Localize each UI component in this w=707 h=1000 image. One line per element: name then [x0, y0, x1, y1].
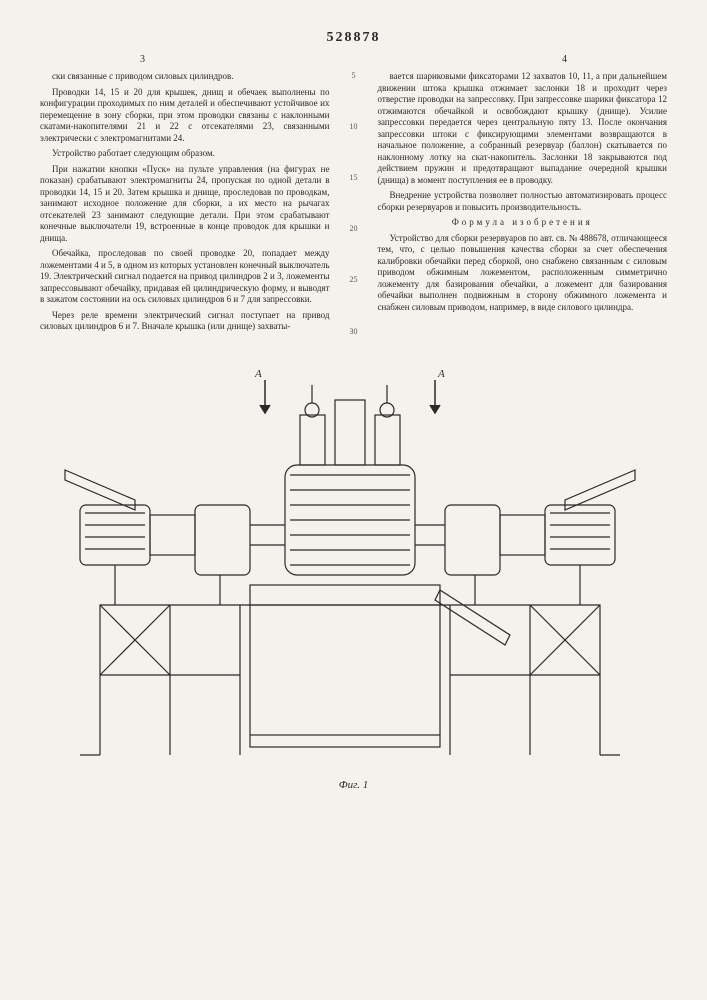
- para: Устройство работает следующим образом.: [40, 148, 330, 160]
- para: Устройство для сборки резервуаров по авт…: [378, 233, 668, 314]
- left-column: ски связанные с приводом силовых цилиндр…: [40, 71, 330, 337]
- para: Внедрение устройства позволяет полностью…: [378, 190, 668, 213]
- figure-label: Фиг. 1: [40, 779, 667, 791]
- para: Через реле времени электрический сигнал …: [40, 310, 330, 333]
- line-num: 15: [348, 173, 360, 183]
- text-columns: ски связанные с приводом силовых цилиндр…: [40, 71, 667, 337]
- line-number-gutter: 5 10 15 20 25 30: [348, 71, 360, 337]
- para: ски связанные с приводом силовых цилиндр…: [40, 71, 330, 83]
- line-num: 10: [348, 122, 360, 132]
- col-num-right: 4: [562, 54, 567, 65]
- para: Обечайка, проследовав по своей проводке …: [40, 248, 330, 306]
- svg-text:A: A: [437, 368, 445, 380]
- mechanical-drawing: A A: [40, 355, 667, 775]
- line-num: 25: [348, 275, 360, 285]
- right-column: вается шариковыми фиксаторами 12 захвато…: [378, 71, 668, 337]
- line-num: 5: [348, 71, 360, 81]
- formula-heading: Формула изобретения: [378, 217, 668, 229]
- patent-number: 528878: [40, 30, 667, 46]
- para: вается шариковыми фиксаторами 12 захвато…: [378, 71, 668, 186]
- column-numbers: 3 4: [40, 54, 667, 65]
- col-num-left: 3: [140, 54, 145, 65]
- line-num: 30: [348, 327, 360, 337]
- para: Проводки 14, 15 и 20 для крышек, днищ и …: [40, 87, 330, 145]
- para: При нажатии кнопки «Пуск» на пульте упра…: [40, 164, 330, 245]
- line-num: 20: [348, 224, 360, 234]
- svg-text:A: A: [254, 368, 262, 380]
- figure-1: A A Фиг. 1: [40, 355, 667, 791]
